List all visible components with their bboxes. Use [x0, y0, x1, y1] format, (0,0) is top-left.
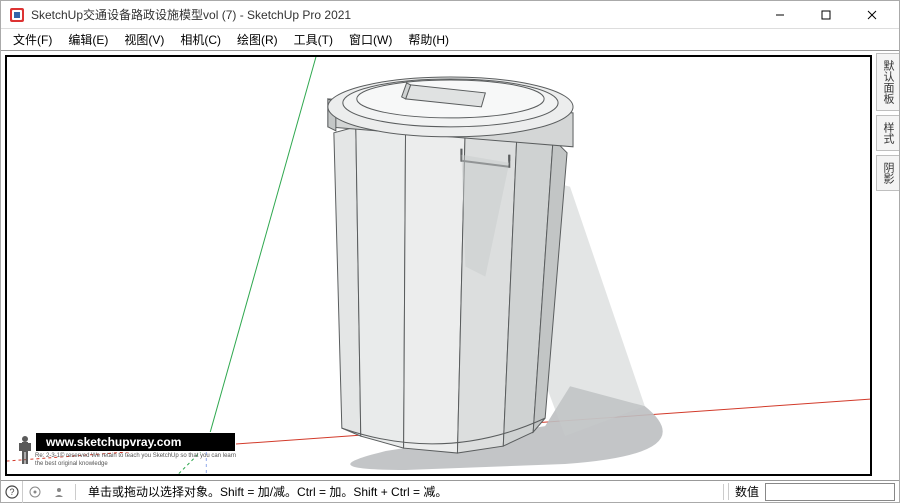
titlebar: SketchUp交通设备路政设施模型vol (7) - SketchUp Pro… [1, 1, 899, 29]
svg-text:?: ? [9, 487, 14, 497]
app-icon [9, 7, 25, 23]
menu-help[interactable]: 帮助(H) [400, 29, 457, 50]
menu-window[interactable]: 窗口(W) [341, 29, 400, 50]
menu-file[interactable]: 文件(F) [5, 29, 60, 50]
menubar: 文件(F) 编辑(E) 视图(V) 相机(C) 绘图(R) 工具(T) 窗口(W… [1, 29, 899, 51]
credits-icon[interactable] [49, 482, 69, 502]
menu-edit[interactable]: 编辑(E) [60, 29, 116, 50]
menu-camera[interactable]: 相机(C) [172, 29, 229, 50]
menu-view[interactable]: 视图(V) [116, 29, 172, 50]
right-tray-tabs: 默认面板 样式 阴影 [876, 51, 899, 480]
minimize-button[interactable] [757, 1, 803, 29]
status-hint: 单击或拖动以选择对象。Shift = 加/减。Ctrl = 加。Shift + … [80, 483, 447, 500]
tab-styles[interactable]: 样式 [876, 115, 899, 151]
viewport[interactable]: www.sketchupvray.com Re: 2-3-1© reserved… [5, 55, 872, 476]
scene-3d [7, 57, 870, 474]
watermark-url[interactable]: www.sketchupvray.com [35, 432, 236, 452]
tab-shadows[interactable]: 阴影 [876, 155, 899, 191]
main-area: www.sketchupvray.com Re: 2-3-1© reserved… [1, 51, 899, 480]
tab-default-tray[interactable]: 默认面板 [876, 53, 899, 111]
window-title: SketchUp交通设备路政设施模型vol (7) - SketchUp Pro… [31, 6, 351, 23]
maximize-button[interactable] [803, 1, 849, 29]
menu-draw[interactable]: 绘图(R) [229, 29, 286, 50]
menu-tools[interactable]: 工具(T) [286, 29, 341, 50]
geolocation-icon[interactable] [25, 482, 45, 502]
help-hint-button[interactable]: ? [1, 481, 23, 503]
measurements-input[interactable] [765, 483, 895, 501]
statusbar: ? 单击或拖动以选择对象。Shift = 加/减。Ctrl = 加。Shift … [1, 480, 899, 502]
close-button[interactable] [849, 1, 895, 29]
measurements-label: 数值 [728, 483, 765, 500]
